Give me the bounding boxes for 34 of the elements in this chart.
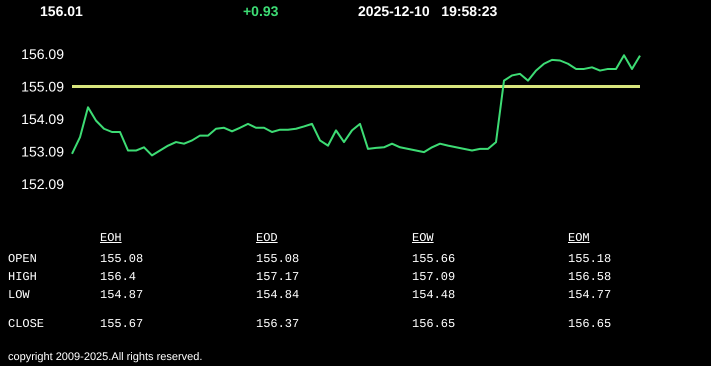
y-tick-label: 152.09 bbox=[21, 176, 64, 192]
y-tick-label: 153.09 bbox=[21, 143, 64, 160]
text: 154.77 bbox=[568, 288, 612, 302]
y-tick-label: 156.09 bbox=[21, 46, 64, 62]
text: 155.66 bbox=[412, 252, 456, 266]
text: copyright 2009-2025.All rights reserved. bbox=[8, 350, 202, 365]
text: 155.08 bbox=[100, 252, 144, 266]
text: 156.58 bbox=[568, 270, 612, 284]
text: EOW bbox=[412, 231, 434, 245]
text: 156.4 bbox=[100, 270, 136, 284]
text: 155.18 bbox=[568, 252, 612, 266]
text: 2025-12-10 19:58:23 bbox=[358, 2, 498, 20]
text: EOM bbox=[568, 231, 590, 245]
text: 157.09 bbox=[412, 270, 456, 284]
y-tick-label: 155.09 bbox=[21, 78, 64, 94]
y-tick-label: 154.09 bbox=[21, 110, 64, 127]
text: 156.65 bbox=[568, 317, 612, 331]
text: LOW bbox=[8, 288, 30, 302]
text: 156.65 bbox=[412, 317, 456, 331]
text: 155.08 bbox=[256, 252, 300, 266]
text: 154.48 bbox=[412, 288, 456, 302]
text: 156.37 bbox=[256, 317, 300, 331]
text: +0.93 bbox=[243, 2, 278, 20]
text: HIGH bbox=[8, 270, 37, 284]
text: 154.87 bbox=[100, 288, 144, 302]
text: EOH bbox=[100, 231, 122, 245]
text: 155.67 bbox=[100, 317, 144, 331]
text: OPEN bbox=[8, 252, 37, 266]
text: 156.01 bbox=[40, 2, 83, 20]
text: 154.84 bbox=[256, 288, 300, 302]
line-series bbox=[71, 54, 641, 156]
text: 157.17 bbox=[256, 270, 300, 284]
text: EOD bbox=[256, 231, 278, 245]
text: CLOSE bbox=[8, 317, 44, 331]
